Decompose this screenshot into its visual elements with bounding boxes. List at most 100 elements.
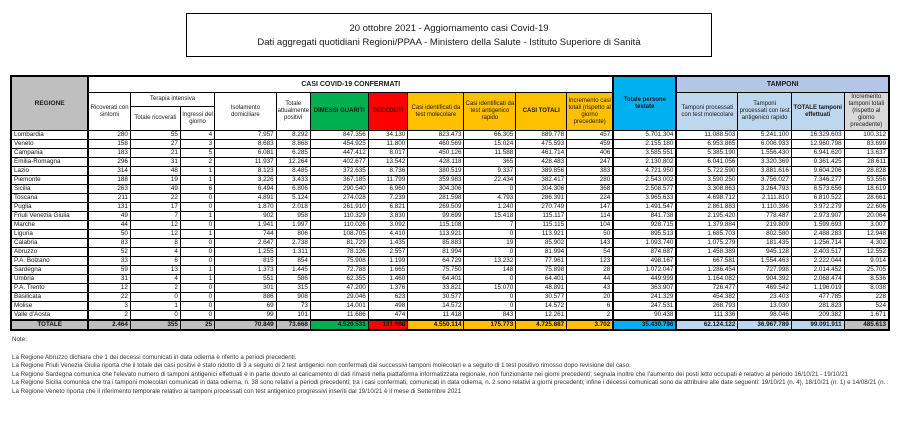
cell-deceduti: 13.542 xyxy=(367,157,409,167)
cell-ricoverati: 280 xyxy=(87,130,131,140)
cell-tamponi-antigenico: 1.556.430 xyxy=(737,148,792,158)
cell-incremento-casi: 368 xyxy=(566,184,614,194)
table-row: Sardegna 59 13 1 1.373 1.445 72.788 1.665 75.750… xyxy=(10,265,890,275)
cell-isolamento: 8.123 xyxy=(214,166,277,176)
cell-regione: Calabria xyxy=(10,238,89,248)
table-row: Molise 3 1 0 69 73 14.001 498 14.572 0 14.572 6 247.… xyxy=(10,301,890,311)
cell-deceduti: 6.960 xyxy=(367,184,409,194)
cell-testate: 4.721.950 xyxy=(612,166,677,176)
cell-tamponi-totale: 7.346.277 xyxy=(790,175,845,185)
cell-isolamento: 815 xyxy=(214,256,277,266)
cell-incremento-casi: 44 xyxy=(566,274,614,284)
cell-incremento-tamponi: 20.064 xyxy=(843,211,890,221)
cell-casi-molecolare: 428.118 xyxy=(407,157,465,167)
note-item: La Regione Abruzzo dichiara che 1 dei de… xyxy=(12,353,297,361)
cell-ricoverati: 50 xyxy=(87,229,131,239)
cell-casi-molecolare: 81.994 xyxy=(407,247,465,257)
cell-incremento-casi: 28 xyxy=(566,265,614,275)
cell-regione: P.A. Trento xyxy=(10,283,89,293)
cell-dimessi: 14.001 xyxy=(309,301,369,311)
cell-tamponi-antigenico: 13.030 xyxy=(737,301,792,311)
cell-testate: 3.585.551 xyxy=(612,148,677,158)
cell-incremento-tamponi: 28.828 xyxy=(843,166,890,176)
cell-positivi: 315 xyxy=(275,283,311,293)
cell-tamponi-antigenico: 219.809 xyxy=(737,220,792,230)
cell-incremento-tamponi: 12.948 xyxy=(843,229,890,239)
cell-ti-totale: 2 xyxy=(129,283,181,293)
cell-tamponi-antigenico: 3.320.369 xyxy=(737,157,792,167)
cell-casi-totali: 113.921 xyxy=(515,229,568,239)
cell-testate: 1.093.740 xyxy=(612,238,677,248)
cell-ti-totale: 17 xyxy=(129,202,181,212)
table-row: Puglia 131 17 0 1.870 2.018 261.910 6.821 269.50… xyxy=(10,202,890,212)
table-header: REGIONE CASI COVID-19 CONFERMATI Totale … xyxy=(10,75,890,131)
cell-casi-antigenico: 0 xyxy=(463,229,517,239)
cell-ti-ingressi: 3 xyxy=(179,139,216,149)
cell-tamponi-antigenico: 727.998 xyxy=(737,265,792,275)
cell-tamponi-totale: 2.973.907 xyxy=(790,211,845,221)
cell-isolamento: 69 xyxy=(214,301,277,311)
cell-dimessi: 402.677 xyxy=(309,157,369,167)
cell-ricoverati: 183 xyxy=(87,148,131,158)
cell-ti-ingressi: 0 xyxy=(179,256,216,266)
cell-ti-totale: 19 xyxy=(129,175,181,185)
table-row: Calabria 83 8 0 2.647 2.738 81.729 1.435 85.883 1… xyxy=(10,238,890,248)
cell-tamponi-antigenico: 904.392 xyxy=(737,274,792,284)
cell-ti-totale: 21 xyxy=(129,148,181,158)
cell-ti-ingressi: 2 xyxy=(179,157,216,167)
cell-tamponi-molecolare: 6.041.056 xyxy=(675,157,739,167)
cell-incremento-casi: 104 xyxy=(566,220,614,230)
cell-casi-totali: 115.115 xyxy=(515,220,568,230)
cell-ricoverati: 83 xyxy=(87,238,131,248)
cell-testate: 2.508.577 xyxy=(612,184,677,194)
cell-incremento-casi: 114 xyxy=(566,211,614,221)
cell-tamponi-molecolare: 1.286.454 xyxy=(675,265,739,275)
cell-tamponi-totale: 6.941.620 xyxy=(790,148,845,158)
cell-ti-ingressi: 25 xyxy=(179,319,216,331)
cell-testate: 928.715 xyxy=(612,220,677,230)
cell-dimessi: 4.520.531 xyxy=(309,319,369,331)
header-ti-ingressi: Ingressi del giorno xyxy=(179,106,216,131)
cell-isolamento: 1.941 xyxy=(214,220,277,230)
cell-ti-totale: 8 xyxy=(129,238,181,248)
cell-casi-molecolare: 304.306 xyxy=(407,184,465,194)
notes-label: Note: xyxy=(12,336,27,343)
cell-tamponi-antigenico: 6.006.933 xyxy=(737,139,792,149)
report-title: 20 ottobre 2021 - Aggiornamento casi Cov… xyxy=(186,13,712,57)
cell-testate: 90.438 xyxy=(612,310,677,321)
cell-positivi: 2.018 xyxy=(275,202,311,212)
cell-testate: 1.491.547 xyxy=(612,202,677,212)
cell-incremento-tamponi: 3.007 xyxy=(843,220,890,230)
cell-tamponi-antigenico: 469.542 xyxy=(737,283,792,293)
cell-tamponi-antigenico: 181.435 xyxy=(737,238,792,248)
header-casi-confermati: CASI COVID-19 CONFERMATI xyxy=(87,75,614,93)
cell-deceduti: 8.736 xyxy=(367,166,409,176)
report-source-line: Dati aggregati quotidiani Regioni/PPAA -… xyxy=(257,37,641,48)
cell-tamponi-antigenico: 3.881.616 xyxy=(737,166,792,176)
cell-incremento-tamponi: 25.705 xyxy=(843,265,890,275)
cell-deceduti: 1.460 xyxy=(367,274,409,284)
table-row: Piemonte 188 19 1 3.226 3.433 367.185 11.799 359… xyxy=(10,175,890,185)
cell-ti-totale: 49 xyxy=(129,184,181,194)
cell-tamponi-molecolare: 3.308.863 xyxy=(675,184,739,194)
cell-incremento-casi: 43 xyxy=(566,283,614,293)
cell-ti-ingressi: 1 xyxy=(179,175,216,185)
cell-ricoverati: 59 xyxy=(87,265,131,275)
cell-deceduti: 7.239 xyxy=(367,193,409,203)
cell-incremento-casi: 224 xyxy=(566,193,614,203)
cell-ti-ingressi: 0 xyxy=(179,238,216,248)
cell-deceduti: 623 xyxy=(367,292,409,302)
cell-testate: 247.531 xyxy=(612,301,677,311)
cell-deceduti: 8.017 xyxy=(367,148,409,158)
cell-casi-totali: 461.714 xyxy=(515,148,568,158)
cell-tamponi-totale: 2.068.474 xyxy=(790,274,845,284)
cell-deceduti: 34.130 xyxy=(367,130,409,140)
cell-isolamento: 301 xyxy=(214,283,277,293)
cell-tamponi-totale: 2.222.044 xyxy=(790,256,845,266)
cell-casi-antigenico: 66.305 xyxy=(463,130,517,140)
cell-tamponi-molecolare: 6.953.865 xyxy=(675,139,739,149)
cell-casi-totali: 12.261 xyxy=(515,310,568,321)
cell-incremento-tamponi: 8.038 xyxy=(843,283,890,293)
cell-casi-antigenico: 15.024 xyxy=(463,139,517,149)
cell-tamponi-molecolare: 1.685.703 xyxy=(675,229,739,239)
